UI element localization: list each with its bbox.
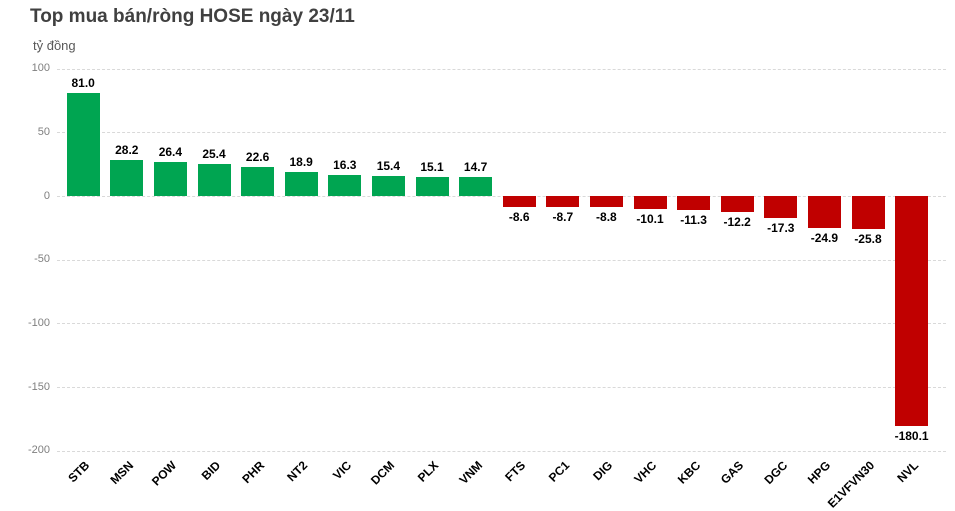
value-label-KBC: -11.3 xyxy=(680,213,707,228)
gridline-y-50 xyxy=(57,132,946,134)
gridline-y--100 xyxy=(57,323,946,325)
bar-PHR xyxy=(241,167,275,196)
bar-POW xyxy=(153,162,187,196)
bar-VHC xyxy=(633,196,667,209)
gridline-y--50 xyxy=(57,259,946,261)
bar-PLX xyxy=(415,176,449,196)
y-axis-tick-label: 100 xyxy=(31,62,50,75)
bar-E1VFVN30 xyxy=(851,196,885,229)
bar-DIG xyxy=(589,196,623,208)
value-label-E1VFVN30: -25.8 xyxy=(854,231,882,246)
gridline-y--200 xyxy=(57,450,946,452)
y-axis-tick-label: 50 xyxy=(37,125,50,138)
bar-VIC xyxy=(328,175,362,196)
bar-MSN xyxy=(110,160,144,196)
bar-FTS xyxy=(502,196,536,207)
gridline-y-100 xyxy=(57,68,946,70)
value-label-VNM: 14.7 xyxy=(463,160,488,175)
value-label-PC1: -8.7 xyxy=(552,210,574,225)
bar-PC1 xyxy=(546,196,580,208)
y-axis-tick-label: 0 xyxy=(43,189,50,202)
bar-VNM xyxy=(459,177,493,196)
bar-DCM xyxy=(371,176,405,196)
value-label-POW: 26.4 xyxy=(158,145,183,160)
value-label-DIG: -8.8 xyxy=(596,210,617,225)
bar-KBC xyxy=(677,196,711,211)
value-label-VHC: -10.1 xyxy=(636,211,664,226)
bar-STB xyxy=(66,92,100,196)
y-axis-tick-label: -200 xyxy=(27,444,50,457)
gridline-y--150 xyxy=(57,387,946,389)
gridline-y-0 xyxy=(57,196,946,197)
value-label-STB: 81.0 xyxy=(71,75,95,90)
value-label-PLX: 15.1 xyxy=(420,159,444,174)
value-label-HPG: -24.9 xyxy=(810,230,839,245)
value-label-NVL: -180.1 xyxy=(894,428,929,443)
value-label-NT2: 18.9 xyxy=(289,154,313,169)
value-label-DCM: 15.4 xyxy=(376,159,401,174)
bar-HPG xyxy=(807,196,841,228)
y-axis-tick-label: -100 xyxy=(27,316,50,329)
y-axis-tick-label: -150 xyxy=(27,380,50,393)
y-axis-tick-label: -50 xyxy=(34,253,50,266)
value-label-BID: 25.4 xyxy=(202,146,226,161)
bar-GAS xyxy=(720,196,754,212)
bar-NT2 xyxy=(284,171,318,196)
value-label-VIC: 16.3 xyxy=(333,158,357,173)
value-label-GAS: -12.2 xyxy=(723,214,751,229)
chart-title: Top mua bán/ròng HOSE ngày 23/11 xyxy=(30,6,355,27)
value-label-MSN: 28.2 xyxy=(115,143,139,158)
value-label-DGC: -17.3 xyxy=(767,221,795,236)
bar-BID xyxy=(197,163,231,196)
bar-DGC xyxy=(764,196,798,219)
y-axis-unit-label: tỷ đồng xyxy=(33,38,76,53)
bar-NVL xyxy=(895,196,929,426)
value-label-PHR: 22.6 xyxy=(245,150,270,165)
value-label-FTS: -8.6 xyxy=(508,209,530,224)
